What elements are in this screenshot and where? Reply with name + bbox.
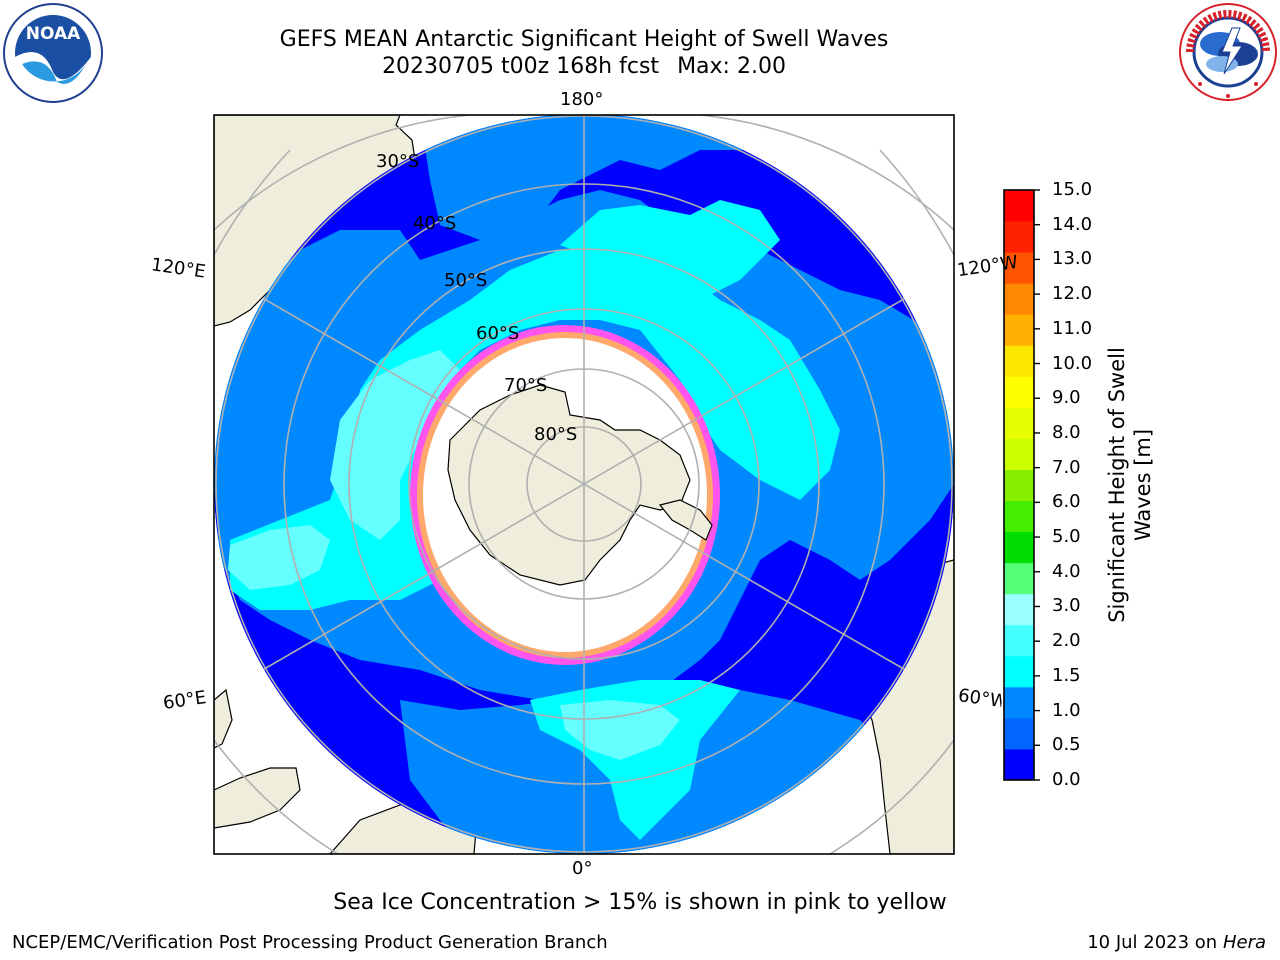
colorbar-segment — [1004, 531, 1034, 564]
colorbar-segment — [1004, 376, 1034, 408]
colorbar-tick-label: 6.0 — [1052, 491, 1081, 513]
colorbar-tick-label: 1.0 — [1052, 699, 1081, 721]
colorbar-label: Significant Height of Swell Waves [m] — [1104, 347, 1156, 623]
lon-label-180: 180° — [560, 89, 604, 110]
colorbar-segment — [1004, 283, 1034, 315]
africa-land — [214, 767, 301, 829]
footer-machine: Hera — [1222, 932, 1266, 953]
colorbar-segment — [1004, 624, 1034, 657]
graticule-outer — [214, 115, 954, 854]
colorbar-tick-label: 15.0 — [1052, 179, 1093, 200]
colorbar-frame — [1003, 189, 1035, 781]
chart-subtitle: 20230705 t00z 168h fcst Max: 2.00 — [382, 54, 786, 80]
colorbar-segment — [1004, 345, 1034, 377]
swell-1.5-2.0-south — [560, 700, 680, 760]
colorbar-tick-label: 11.0 — [1052, 317, 1093, 339]
swell-1.5-2.0 — [330, 350, 460, 540]
colorbar-segment — [1004, 748, 1034, 781]
colorbar-label-line2: Waves [m] — [1131, 428, 1155, 542]
footer-branch: NCEP/EMC/Verification Post Processing Pr… — [12, 932, 608, 953]
colorbar-label-line1: Significant Height of Swell — [1105, 347, 1129, 623]
swell-1.5-2.0-west — [228, 525, 330, 590]
madagascar-land — [214, 688, 233, 749]
colorbar-tick-label: 12.0 — [1052, 283, 1093, 305]
colorbar-tick-label: 14.0 — [1052, 213, 1093, 235]
swell-0.5-1.0-top — [420, 115, 760, 240]
colorbar-segment — [1004, 686, 1034, 719]
colorbar-segment — [1004, 717, 1034, 750]
lat-label-80s: 80°S — [534, 424, 578, 445]
lat-label-70s: 70°S — [504, 375, 548, 396]
footer-date: 10 Jul 2023 on Hera — [1087, 932, 1266, 953]
footer-date-text: 10 Jul 2023 on — [1087, 932, 1223, 953]
forecast-run: 20230705 t00z 168h fcst — [382, 54, 660, 79]
colorbar-tick-label: 4.0 — [1052, 560, 1081, 582]
colorbar-segment — [1004, 438, 1034, 470]
colorbar-segment — [1004, 500, 1034, 533]
colorbar-segment — [1004, 221, 1034, 253]
lat-label-40s: 40°S — [413, 213, 457, 234]
colorbar-tick-label: 13.0 — [1052, 248, 1093, 270]
colorbar-tick-label: 0.0 — [1052, 769, 1081, 790]
colorbar-tick-label: 2.0 — [1052, 630, 1081, 652]
colorbar-segment — [1004, 593, 1034, 626]
colorbar-segment — [1004, 407, 1034, 439]
colorbar-tick-label: 3.0 — [1052, 595, 1081, 617]
colorbar-segment — [1004, 562, 1034, 595]
antarctic-peninsula — [658, 499, 713, 541]
lat-label-50s: 50°S — [444, 270, 488, 291]
colorbar-tick-label: 10.0 — [1052, 352, 1093, 374]
colorbar-tick-label: 8.0 — [1052, 421, 1081, 443]
colorbar-segment — [1004, 190, 1034, 222]
colorbar-segment — [1004, 314, 1034, 346]
colorbar — [1003, 189, 1040, 781]
lon-label-0: 0° — [572, 858, 593, 879]
noaa-logo: NOAA — [2, 2, 104, 108]
colorbar-tick-label: 7.0 — [1052, 456, 1081, 478]
lat-label-30s: 30°S — [376, 151, 420, 172]
max-value: Max: 2.00 — [677, 54, 786, 79]
lat-label-60s: 60°S — [476, 323, 520, 344]
chart-title: GEFS MEAN Antarctic Significant Height o… — [279, 27, 889, 52]
sea-ice-note: Sea Ice Concentration > 15% is shown in … — [333, 890, 947, 915]
colorbar-segment — [1004, 469, 1034, 502]
colorbar-segment — [1004, 655, 1034, 688]
colorbar-segment — [1004, 252, 1034, 284]
colorbar-tick-label: 1.5 — [1052, 664, 1081, 686]
swell-1.0-1.5-north — [560, 200, 780, 300]
svg-text:NOAA: NOAA — [26, 24, 81, 44]
colorbar-tick-label: 9.0 — [1052, 387, 1081, 409]
nws-logo — [1178, 2, 1278, 106]
colorbar-tick-label: 5.0 — [1052, 526, 1081, 548]
colorbar-tick-label: 0.5 — [1052, 734, 1081, 756]
map-frame — [213, 114, 955, 855]
